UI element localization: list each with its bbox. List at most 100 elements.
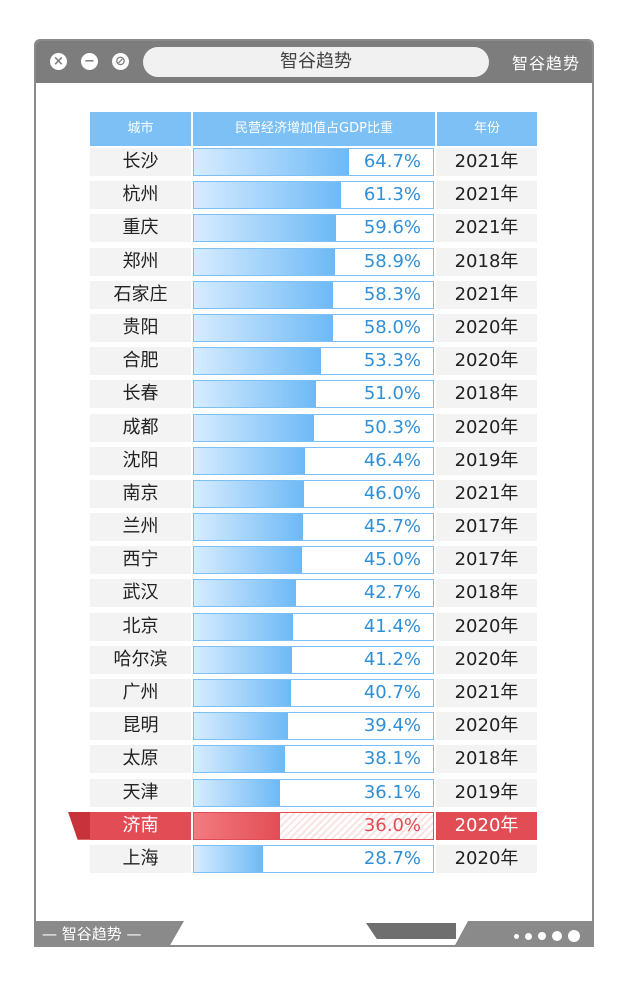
year-label: 2021年 [436,214,537,243]
bar-cell: 41.4% [193,612,434,641]
value-label: 42.7% [363,582,421,604]
city-label: 杭州 [90,181,191,210]
bar [194,182,341,209]
value-label: 58.9% [363,250,421,272]
table-row: 郑州 58.9% 2018年 [90,246,537,279]
table-row: 合肥 53.3% 2020年 [90,345,537,378]
year-label: 2021年 [436,181,537,210]
bar-cell: 64.7% [193,148,434,176]
pagination-dots [514,930,580,942]
year-label: 2018年 [436,247,537,276]
window-title: 智谷趋势 [143,47,489,77]
table-row: 兰州 45.7% 2017年 [90,511,537,544]
city-label: 郑州 [90,247,191,276]
footer-bar [454,921,594,947]
value-label: 46.4% [363,449,421,471]
table-row: 武汉 42.7% 2018年 [90,577,537,610]
city-label: 太原 [90,745,191,774]
table-row: 上海 28.7% 2020年 [90,843,537,876]
table-row: 重庆 59.6% 2021年 [90,212,537,245]
bar [194,314,333,341]
city-label: 武汉 [90,579,191,608]
value-label: 58.0% [363,316,421,338]
dot-icon [514,933,519,939]
city-label: 长沙 [90,148,191,176]
year-label: 2020年 [436,347,537,376]
value-label: 51.0% [363,383,421,405]
city-label: 昆明 [90,712,191,741]
value-label: 36.0% [363,814,421,836]
year-label: 2021年 [436,679,537,707]
dot-icon [552,931,562,941]
bar [194,281,334,308]
dot-icon [525,932,532,940]
city-label: 长春 [90,380,191,409]
minimize-icon[interactable]: − [81,53,98,70]
value-label: 41.4% [363,615,421,637]
table-row: 杭州 61.3% 2021年 [90,179,537,212]
bar-cell: 38.1% [193,745,434,774]
table-row: 北京 41.4% 2020年 [90,611,537,644]
table-row: 天津 36.1% 2019年 [90,777,537,810]
header-share: 民营经济增加值占GDP比重 [193,112,435,146]
city-label: 兰州 [90,513,191,542]
year-label: 2020年 [436,844,537,873]
bar [194,713,289,740]
value-label: 59.6% [363,217,421,239]
bar-cell: 58.0% [193,313,434,342]
table-row: 长春 51.0% 2018年 [90,378,537,411]
year-label: 2021年 [436,479,537,508]
city-label: 广州 [90,679,191,707]
bar [194,547,302,574]
table-row: 西宁 45.0% 2017年 [90,544,537,577]
bar-cell: 28.7% [193,844,434,873]
bar [194,514,304,541]
bar-cell: 36.0% [193,811,434,840]
bar-cell: 46.4% [193,446,434,475]
dot-icon [568,930,580,942]
bar [194,746,286,773]
bar [194,646,293,673]
value-label: 36.1% [363,781,421,803]
bar [194,580,297,607]
table-row: 昆明 39.4% 2020年 [90,710,537,743]
bar [194,680,292,706]
table-row: 贵阳 58.0% 2020年 [90,312,537,345]
header-city: 城市 [90,112,191,146]
city-label: 合肥 [90,347,191,376]
table-row: 石家庄 58.3% 2021年 [90,279,537,312]
city-label: 天津 [90,778,191,807]
bar-cell: 45.7% [193,513,434,542]
no-entry-icon[interactable]: ⊘ [112,53,129,70]
city-label: 沈阳 [90,446,191,475]
bar [194,215,337,242]
bar [194,149,349,175]
brand-logo: 智谷趋势 [511,54,580,73]
city-label: 成都 [90,413,191,442]
city-label: 上海 [90,844,191,873]
city-label: 南京 [90,479,191,508]
bar-cell: 53.3% [193,347,434,376]
table-row: 济南 36.0% 2020年 [68,810,537,843]
table-row: 沈阳 46.4% 2019年 [90,445,537,478]
year-label: 2020年 [436,645,537,674]
year-label: 2018年 [436,380,537,409]
value-label: 41.2% [363,648,421,670]
bar [194,845,263,872]
close-icon[interactable]: × [50,53,67,70]
bar [194,779,281,806]
city-label: 重庆 [90,214,191,243]
footer-tab [366,923,456,939]
table-row: 南京 46.0% 2021年 [90,478,537,511]
bar-cell: 61.3% [193,181,434,210]
table-header: 城市 民营经济增加值占GDP比重 年份 [90,112,537,146]
value-label: 45.7% [363,516,421,538]
value-label: 28.7% [363,847,421,869]
city-label: 济南 [90,811,191,840]
bar [194,381,316,408]
year-label: 2021年 [436,148,537,176]
city-label: 哈尔滨 [90,645,191,674]
value-label: 58.3% [363,283,421,305]
table-row: 广州 40.7% 2021年 [90,677,537,710]
value-label: 64.7% [363,151,421,172]
